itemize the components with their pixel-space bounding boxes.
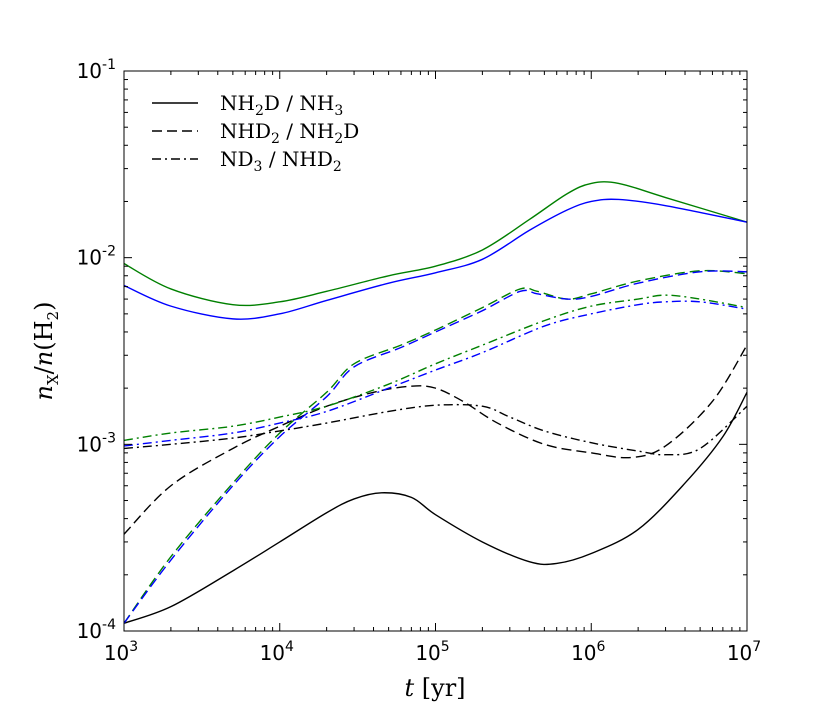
y-label-paren-close: ) bbox=[30, 302, 58, 311]
legend-label: NHD2 / NH2D bbox=[220, 119, 359, 147]
series-line-5 bbox=[123, 269, 748, 624]
y-tick-label: 10-4 bbox=[77, 617, 117, 643]
y-label-sub2: 2 bbox=[44, 311, 62, 321]
x-tick-label: 105 bbox=[415, 639, 449, 665]
tick-layer bbox=[123, 70, 748, 632]
x-axis-label: t [yr] bbox=[404, 674, 465, 702]
x-tick-label: 104 bbox=[260, 639, 294, 665]
x-axis-label-unit: [yr] bbox=[422, 674, 466, 702]
series-line-2 bbox=[123, 181, 748, 307]
y-tick-label: 10-2 bbox=[77, 244, 116, 270]
y-label-paren-open: (H bbox=[30, 320, 58, 350]
x-tick-label: 103 bbox=[104, 639, 138, 665]
series-layer bbox=[123, 181, 748, 624]
series-line-9 bbox=[123, 300, 748, 447]
legend-label: NH2D / NH3 bbox=[220, 91, 343, 119]
y-label-n2: n bbox=[30, 351, 58, 366]
series-line-7 bbox=[123, 403, 748, 456]
legend-label: ND3 / NHD2 bbox=[220, 147, 342, 175]
y-label-slash: / bbox=[30, 365, 58, 374]
series-line-3 bbox=[123, 198, 748, 320]
series-line-8 bbox=[123, 294, 748, 442]
series-line-1 bbox=[123, 391, 748, 624]
plot-area bbox=[124, 71, 747, 631]
y-label-n1: n bbox=[30, 385, 58, 400]
series-line-6 bbox=[123, 270, 748, 624]
y-label-sub1: X bbox=[44, 374, 62, 385]
y-tick-label: 10-1 bbox=[77, 57, 116, 83]
y-axis-label: nX/n(H2) bbox=[30, 302, 62, 401]
y-tick-label: 10-3 bbox=[77, 430, 116, 456]
x-tick-label: 107 bbox=[727, 639, 761, 665]
tick-label-layer: 103 104 105 106 107 10-4 10-3 10-2 10-1 bbox=[77, 57, 762, 665]
x-tick-label: 106 bbox=[571, 639, 605, 665]
x-axis-label-var: t bbox=[404, 674, 414, 702]
series-line-4 bbox=[123, 344, 748, 535]
